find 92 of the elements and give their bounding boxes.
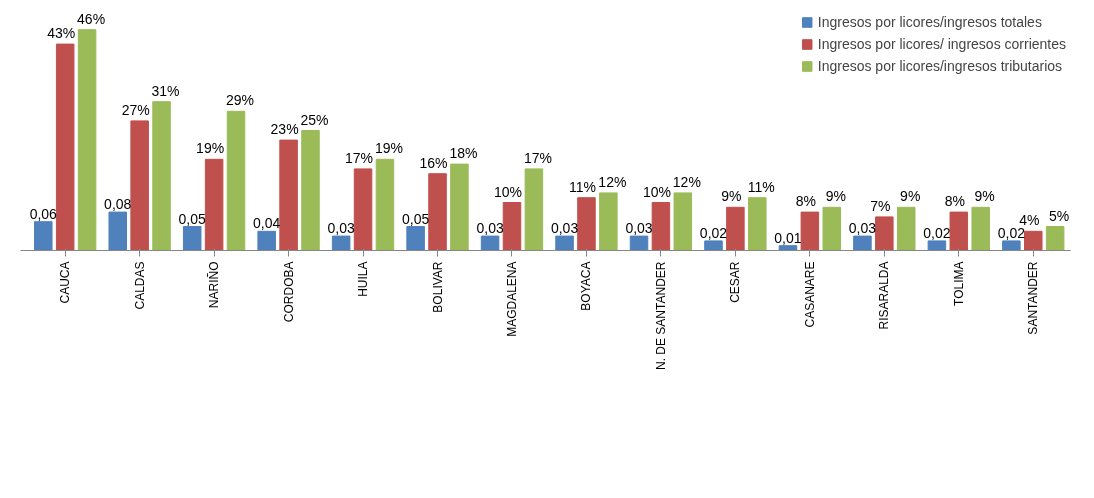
x-tick-label: TOLIMA: [951, 261, 966, 306]
bar: [800, 211, 820, 251]
bar: [502, 202, 522, 251]
bar: [1024, 230, 1043, 251]
bar: [279, 139, 298, 251]
data-label: 17%: [345, 149, 374, 166]
x-tick-label: HUILA: [356, 261, 371, 297]
data-label: 5%: [1049, 207, 1070, 224]
x-tick-label: CAUCA: [58, 261, 73, 304]
bar: [428, 173, 447, 251]
data-label: 0,03: [327, 220, 355, 237]
data-label: 16%: [419, 154, 448, 171]
data-label: 23%: [270, 121, 299, 138]
x-tick-label: MAGDALENA: [504, 261, 519, 337]
bar: [130, 120, 149, 251]
data-label: 0,02: [923, 224, 951, 241]
bar: [375, 158, 395, 251]
data-label: 25%: [300, 111, 329, 128]
x-tick-label: N. DE SANTANDER: [653, 261, 668, 370]
data-label: 31%: [151, 82, 180, 99]
bar: [971, 206, 990, 251]
bar: [822, 206, 842, 251]
x-tick-label: CASANARE: [802, 261, 817, 328]
data-label: 8%: [795, 193, 816, 210]
bar: [778, 245, 798, 251]
bar: [182, 226, 202, 251]
bar: [853, 235, 872, 251]
data-label: 9%: [825, 188, 846, 205]
bar: [651, 202, 671, 251]
bar: [896, 206, 916, 251]
data-label: 0,06: [29, 205, 58, 222]
data-label: 0,04: [253, 215, 281, 232]
data-label: 12%: [598, 173, 627, 190]
x-tick-label: BOYACA: [579, 261, 594, 311]
data-label: 18%: [449, 145, 478, 162]
bar: [301, 130, 320, 251]
legend-label: Ingresos por licores/ ingresos corrientes: [817, 36, 1066, 52]
data-label: 17%: [523, 149, 552, 166]
bar: [949, 211, 969, 251]
bar: [108, 211, 128, 251]
data-label: 8%: [944, 193, 965, 210]
bar: [406, 226, 425, 251]
legend-label: Ingresos por licores/ingresos totales: [817, 14, 1042, 30]
bar: [599, 192, 618, 251]
x-tick-label: CESAR: [728, 261, 743, 303]
bar: [152, 101, 171, 251]
data-label: 11%: [747, 178, 775, 195]
bar: [450, 163, 469, 251]
bar: [748, 197, 767, 251]
data-label: 0,03: [625, 220, 653, 237]
data-label: 12%: [672, 173, 701, 190]
bar: [55, 43, 75, 251]
data-label: 43%: [47, 25, 76, 42]
bar: [726, 206, 745, 251]
legend-label: Ingresos por licores/ingresos tributarios: [817, 58, 1063, 74]
bar: [673, 192, 693, 251]
x-tick-label: CORDOBA: [281, 261, 296, 323]
data-label: 7%: [870, 197, 891, 214]
x-tick-label: CALDAS: [132, 261, 147, 310]
data-label: 0,08: [104, 196, 132, 213]
bar: [353, 168, 373, 251]
x-tick-label: RISARALDA: [877, 261, 892, 330]
bar: [204, 158, 224, 251]
data-label: 10%: [493, 183, 523, 200]
bar: [704, 240, 723, 251]
x-tick-label: NARIÑO: [207, 261, 222, 309]
bar: [1002, 240, 1021, 251]
bar: [331, 235, 351, 251]
bar: [577, 197, 596, 251]
bar: [875, 216, 894, 251]
bar: [1045, 226, 1065, 251]
bar: [34, 221, 53, 251]
data-label: 9%: [721, 188, 742, 205]
x-tick-label: BOLIVAR: [430, 261, 445, 313]
data-label: 29%: [226, 92, 255, 109]
data-label: 27%: [121, 101, 150, 118]
bar: [77, 29, 97, 251]
bar: [257, 230, 276, 251]
data-label: 0,03: [476, 220, 504, 237]
data-label: 9%: [974, 188, 995, 205]
bar: [927, 240, 947, 251]
x-tick-label: SANTANDER: [1026, 261, 1041, 335]
data-label: 10%: [642, 183, 671, 200]
data-label: 19%: [196, 140, 225, 157]
bar: [555, 235, 574, 251]
bar: [226, 110, 246, 251]
bar: [524, 168, 544, 251]
data-label: 9%: [900, 188, 921, 205]
data-label: 0,01: [774, 229, 802, 246]
data-label: 46%: [77, 10, 106, 27]
data-label: 11%: [568, 178, 596, 195]
data-label: 19%: [374, 140, 403, 157]
